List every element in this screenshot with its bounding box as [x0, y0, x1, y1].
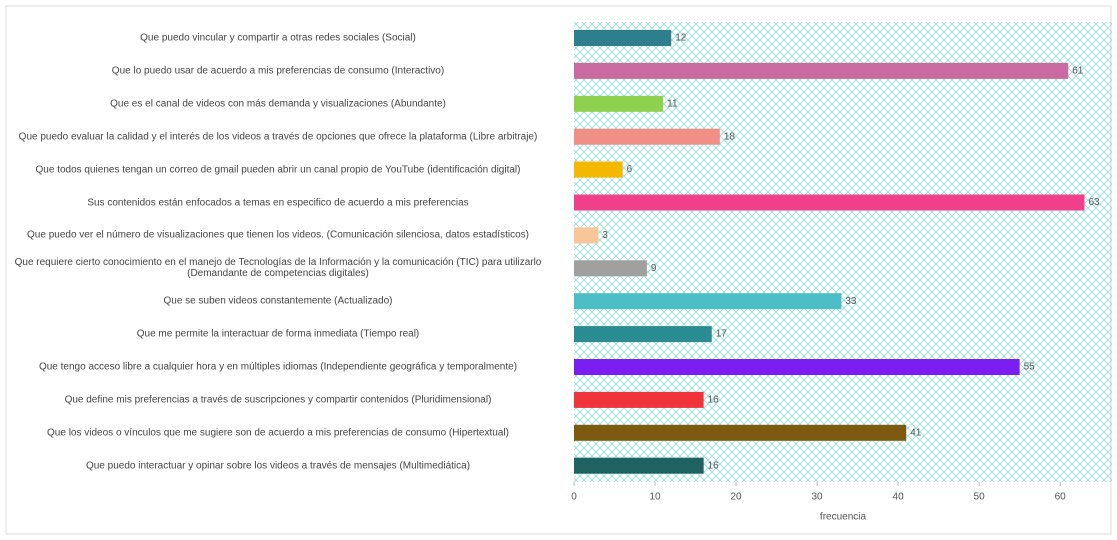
bar — [574, 161, 623, 178]
value-label: 11 — [667, 98, 678, 109]
category-label: Que requiere cierto conocimiento en el m… — [14, 257, 542, 280]
category-label: Que puedo ver el número de visualizacion… — [27, 229, 529, 241]
category-label: Que me permite la interactuar de forma i… — [136, 328, 420, 340]
bar — [574, 391, 704, 408]
bar — [574, 95, 664, 112]
category-label: Que tengo acceso libre a cualquier hora … — [38, 361, 518, 373]
bar — [574, 424, 907, 441]
category-label: Que puedo evaluar la calidad y el interé… — [18, 131, 538, 143]
x-tick-label: 0 — [571, 492, 577, 503]
category-label: Que los videos o vínculos que me sugiere… — [47, 427, 509, 439]
bar — [574, 62, 1069, 79]
bar — [574, 260, 647, 277]
bar — [574, 326, 712, 343]
value-label: 6 — [627, 164, 633, 175]
category-label: Que puedo interactuar y opinar sobre los… — [85, 460, 471, 472]
bar — [574, 293, 842, 310]
x-tick-label: 60 — [1055, 492, 1067, 503]
value-label: 63 — [1088, 197, 1100, 208]
x-tick-label: 30 — [812, 492, 824, 503]
value-label: 55 — [1024, 362, 1036, 373]
category-label: Que se suben videos constantemente (Actu… — [163, 295, 393, 307]
x-tick-label: 40 — [893, 492, 905, 503]
category-label: Que puedo vincular y compartir a otras r… — [140, 32, 416, 44]
value-label: 16 — [708, 395, 720, 406]
value-label: 16 — [708, 460, 720, 471]
category-label: Sus contenidos están enfocados a temas e… — [87, 197, 469, 208]
plot-background — [574, 22, 1112, 482]
x-tick-label: 50 — [974, 492, 986, 503]
value-label: 12 — [675, 33, 687, 44]
value-label: 9 — [651, 263, 657, 274]
bar — [574, 30, 672, 46]
category-label: Que todos quienes tengan un correo de gm… — [35, 164, 521, 176]
x-tick-label: 20 — [730, 492, 742, 503]
value-label: 17 — [716, 329, 728, 340]
category-label: Que define mis preferencias a través de … — [64, 394, 492, 406]
bar — [574, 194, 1085, 211]
value-label: 18 — [724, 131, 736, 142]
x-axis-label: frecuencia — [820, 512, 867, 523]
value-label: 61 — [1072, 66, 1084, 77]
category-label: Que lo puedo usar de acuerdo a mis prefe… — [111, 65, 445, 77]
bar — [574, 128, 720, 145]
bar — [574, 359, 1020, 375]
value-label: 41 — [910, 427, 922, 438]
bar — [574, 457, 704, 474]
category-label: Que es el canal de videos con más demand… — [110, 98, 446, 110]
value-label: 33 — [845, 296, 857, 307]
x-tick-label: 10 — [649, 492, 661, 503]
bar — [574, 227, 599, 244]
value-label: 3 — [602, 230, 608, 241]
